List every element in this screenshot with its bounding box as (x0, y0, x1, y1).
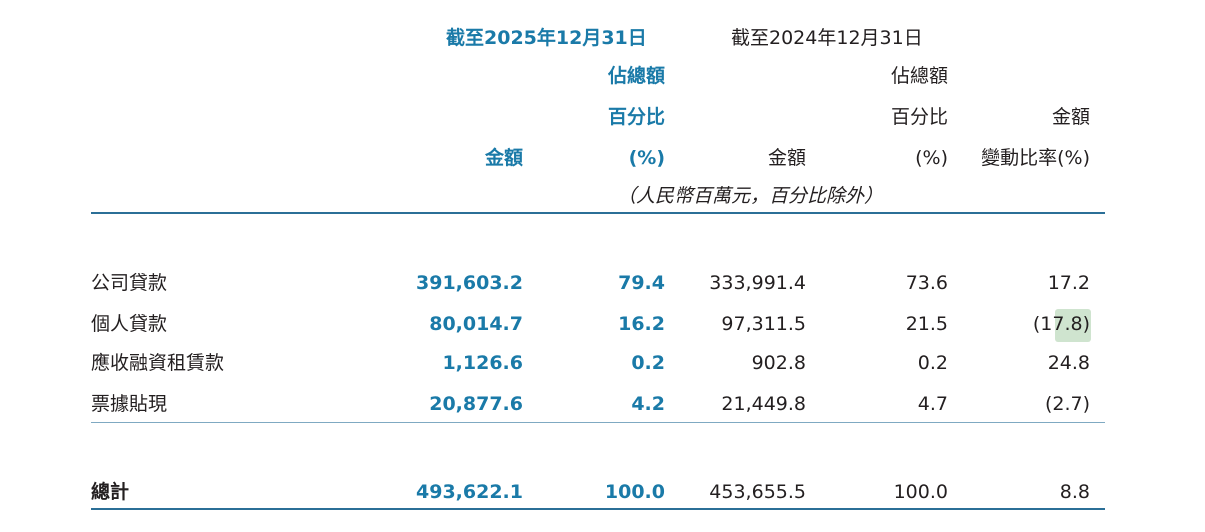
row-label: 公司貸款 (91, 272, 168, 294)
total-rule (91, 508, 1105, 510)
change-rate: 24.8 (1047, 352, 1090, 374)
share-heading-prior-2: 百分比 (890, 106, 948, 128)
total-amount-2024: 453,655.5 (709, 481, 806, 503)
period-prior-heading: 截至2024年12月31日 (731, 27, 923, 49)
amount-2025: 391,603.2 (416, 272, 523, 294)
unit-note: （人民幣百萬元，百分比除外） (616, 185, 883, 207)
amount-heading-prior: 金額 (767, 147, 806, 169)
subtotal-rule (91, 422, 1105, 423)
share-2025: 0.2 (631, 352, 665, 374)
share-2025: 16.2 (618, 313, 665, 335)
change-heading-1: 金額 (1051, 106, 1090, 128)
share-heading-current-1: 佔總額 (607, 65, 665, 87)
amount-2024: 333,991.4 (709, 272, 806, 294)
share-heading-current-unit: (%) (628, 147, 665, 169)
total-amount-2025: 493,622.1 (416, 481, 523, 503)
amount-2024: 97,311.5 (721, 313, 806, 335)
amount-2025: 1,126.6 (442, 352, 523, 374)
total-label: 總計 (91, 481, 130, 503)
share-2024: 21.5 (905, 313, 948, 335)
highlight-mark (1055, 309, 1091, 342)
change-rate: (2.7) (1044, 393, 1090, 415)
row-label: 應收融資租賃款 (91, 352, 225, 374)
share-2024: 4.7 (917, 393, 948, 415)
period-current-heading: 截至2025年12月31日 (446, 27, 647, 49)
total-share-2025: 100.0 (604, 481, 665, 503)
amount-heading-current: 金額 (484, 147, 523, 169)
total-change-rate: 8.8 (1059, 481, 1090, 503)
change-rate: 17.2 (1047, 272, 1090, 294)
amount-2024: 21,449.8 (721, 393, 806, 415)
header-rule (91, 212, 1105, 214)
share-2025: 4.2 (631, 393, 665, 415)
share-heading-prior-1: 佔總額 (890, 65, 948, 87)
change-rate: (17.8) (1032, 313, 1090, 335)
share-2024: 0.2 (917, 352, 948, 374)
share-heading-current-2: 百分比 (607, 106, 665, 128)
change-heading-2: 變動比率(%) (981, 147, 1090, 169)
share-heading-prior-unit: (%) (915, 147, 948, 169)
share-2025: 79.4 (618, 272, 665, 294)
share-2024: 73.6 (905, 272, 948, 294)
amount-2025: 20,877.6 (429, 393, 523, 415)
row-label: 個人貸款 (91, 313, 168, 335)
row-label: 票據貼現 (91, 393, 168, 415)
total-share-2024: 100.0 (893, 481, 948, 503)
amount-2025: 80,014.7 (429, 313, 523, 335)
amount-2024: 902.8 (751, 352, 806, 374)
